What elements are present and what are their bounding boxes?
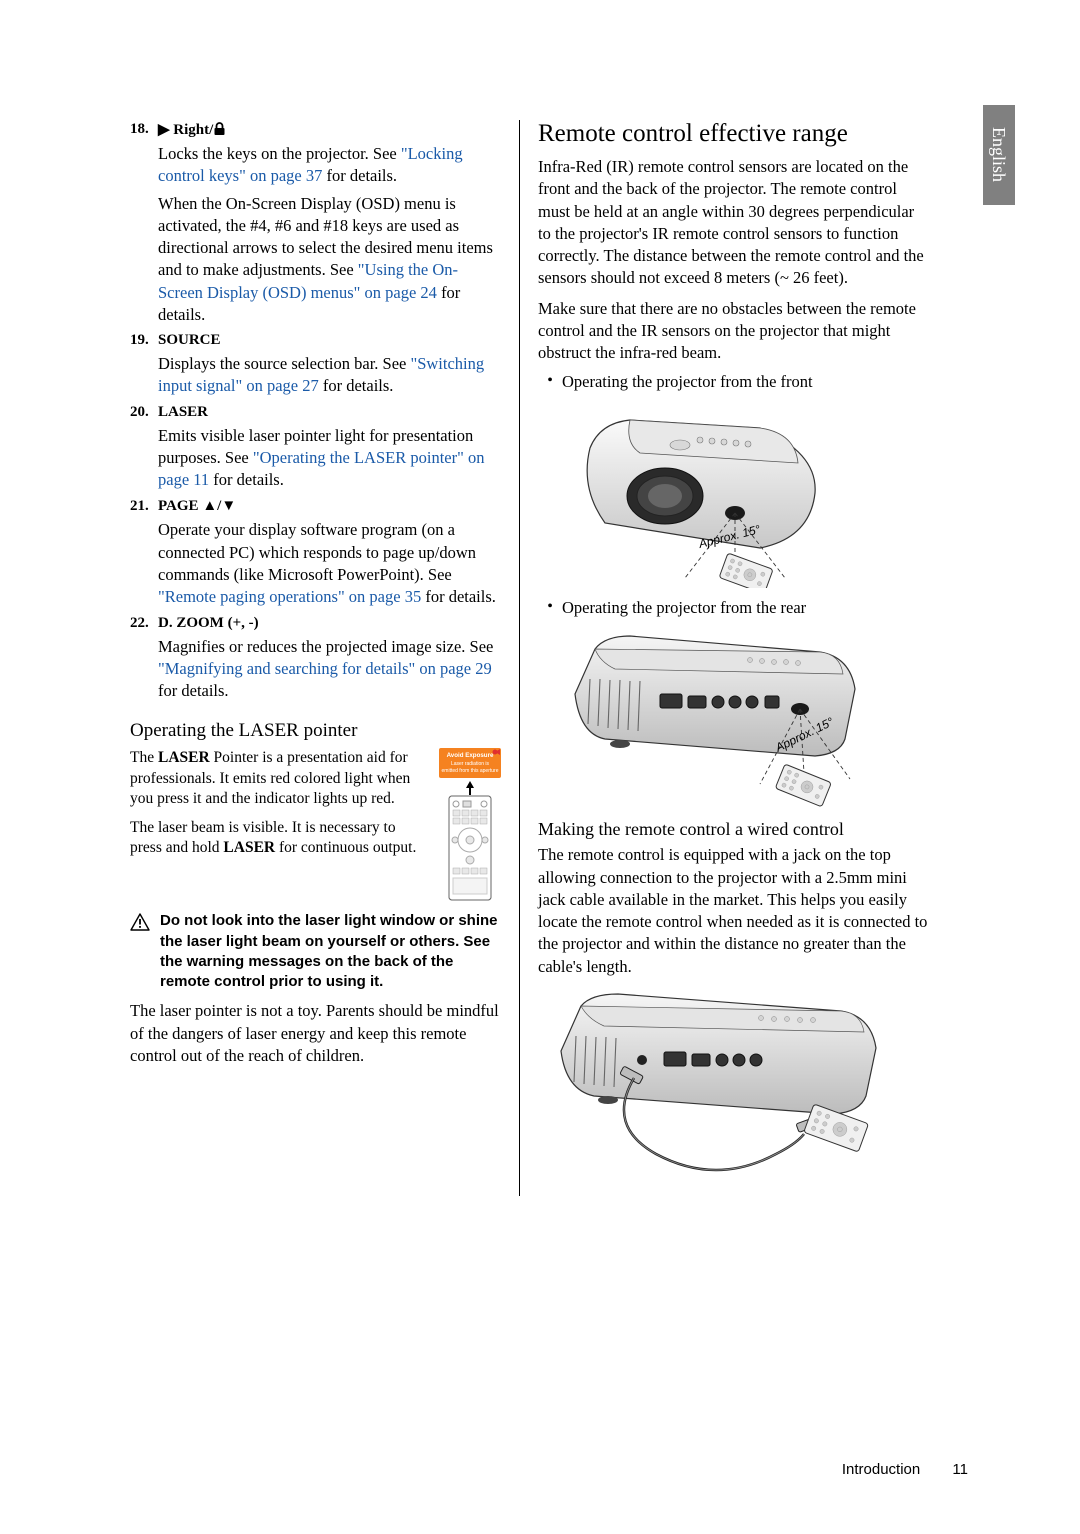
item-head: 18.▶ Right/: [130, 120, 501, 139]
item-title: D. ZOOM (+, -): [158, 615, 259, 632]
item-number: 18.: [130, 121, 158, 138]
item-title: PAGE ▲/▼: [158, 497, 236, 515]
body-text: Locks the keys on the projector. See: [158, 144, 401, 163]
item-head: 20.LASER: [130, 404, 501, 421]
two-column-layout: 18.▶ Right/Locks the keys on the project…: [130, 120, 970, 1196]
item-body: Displays the source selection bar. See "…: [158, 353, 501, 398]
cross-ref-link[interactable]: "Magnifying and searching for details" o…: [158, 659, 492, 678]
body-text: for details.: [158, 681, 229, 700]
numbered-item: 18.▶ Right/Locks the keys on the project…: [130, 120, 501, 326]
right-p1: Infra-Red (IR) remote control sensors ar…: [538, 156, 930, 290]
body-text: for details.: [322, 166, 397, 185]
page-footer: Introduction 11: [842, 1461, 968, 1478]
rear-illustration: Approx. 15°: [560, 624, 930, 809]
item-body: Magnifies or reduces the projected image…: [158, 636, 501, 703]
bullet-front-text: Operating the projector from the front: [562, 372, 813, 392]
body-text: Operate your display software program (o…: [158, 520, 476, 584]
bullet-rear-text: Operating the projector from the rear: [562, 598, 806, 618]
footer-section: Introduction: [842, 1461, 920, 1478]
numbered-item: 20.LASER Emits visible laser pointer ligh…: [130, 404, 501, 492]
right-p2: Make sure that there are no obstacles be…: [538, 298, 930, 365]
wired-illustration: [546, 986, 930, 1186]
item-number: 19.: [130, 332, 158, 349]
body-text: for details.: [319, 376, 394, 395]
wired-heading: Making the remote control a wired contro…: [538, 819, 930, 840]
item-number: 22.: [130, 615, 158, 632]
laser-p2: The laser beam is visible. It is necessa…: [130, 818, 429, 859]
laser-p1: The LASER Pointer is a presentation aid …: [130, 748, 429, 809]
left-column: 18.▶ Right/Locks the keys on the project…: [130, 120, 520, 1196]
body-text: for details.: [209, 470, 284, 489]
cross-ref-link[interactable]: "Remote paging operations" on page 35: [158, 587, 421, 606]
language-tab: English: [983, 105, 1015, 205]
item-body: When the On-Screen Display (OSD) menu is…: [158, 193, 501, 327]
item-head: 21.PAGE ▲/▼: [130, 497, 501, 515]
bullet-rear: • Operating the projector from the rear: [538, 598, 930, 618]
numbered-item: 19.SOURCE Displays the source selection b…: [130, 332, 501, 398]
laser-block: The LASER Pointer is a presentation aid …: [130, 748, 501, 903]
item-title: LASER: [158, 404, 208, 421]
item-number: 20.: [130, 404, 158, 421]
numbered-item: 21.PAGE ▲/▼ Operate your display software…: [130, 497, 501, 608]
svg-text:Laser radiation is: Laser radiation is: [451, 761, 490, 767]
svg-text:Avoid Exposure: Avoid Exposure: [447, 752, 494, 759]
laser-p3: The laser pointer is not a toy. Parents …: [130, 1000, 501, 1067]
item-body: Emits visible laser pointer light for pr…: [158, 425, 501, 492]
body-text: for details.: [421, 587, 496, 606]
body-text: Displays the source selection bar. See: [158, 354, 410, 373]
item-head: 19.SOURCE: [130, 332, 501, 349]
laser-heading: Operating the LASER pointer: [130, 720, 501, 742]
bullet-dot-icon: •: [538, 372, 562, 392]
item-number: 21.: [130, 498, 158, 515]
warning-row: Do not look into the laser light window …: [130, 911, 501, 992]
bullet-dot-icon: •: [538, 598, 562, 618]
svg-text:emitted from this aperture: emitted from this aperture: [442, 768, 499, 774]
item-title: SOURCE: [158, 332, 221, 349]
item-body: Operate your display software program (o…: [158, 519, 501, 608]
front-illustration: Approx. 15°: [560, 398, 930, 588]
bullet-front: • Operating the projector from the front: [538, 372, 930, 392]
item-body: Locks the keys on the projector. See "Lo…: [158, 143, 501, 188]
warning-text: Do not look into the laser light window …: [160, 911, 501, 992]
body-text: Magnifies or reduces the projected image…: [158, 637, 493, 656]
footer-page-number: 11: [952, 1461, 968, 1478]
item-title: ▶ Right/: [158, 120, 226, 139]
right-p3: The remote control is equipped with a ja…: [538, 844, 930, 978]
remote-illustration: Avoid Exposure Laser radiation is emitte…: [439, 748, 501, 903]
numbered-item: 22.D. ZOOM (+, -) Magnifies or reduces th…: [130, 615, 501, 703]
item-head: 22.D. ZOOM (+, -): [130, 615, 501, 632]
warning-icon: [130, 911, 152, 992]
laser-text: The LASER Pointer is a presentation aid …: [130, 748, 429, 903]
right-column: Remote control effective range Infra-Red…: [520, 120, 930, 1196]
section-heading: Remote control effective range: [538, 120, 930, 148]
numbered-list: 18.▶ Right/Locks the keys on the project…: [130, 120, 501, 702]
